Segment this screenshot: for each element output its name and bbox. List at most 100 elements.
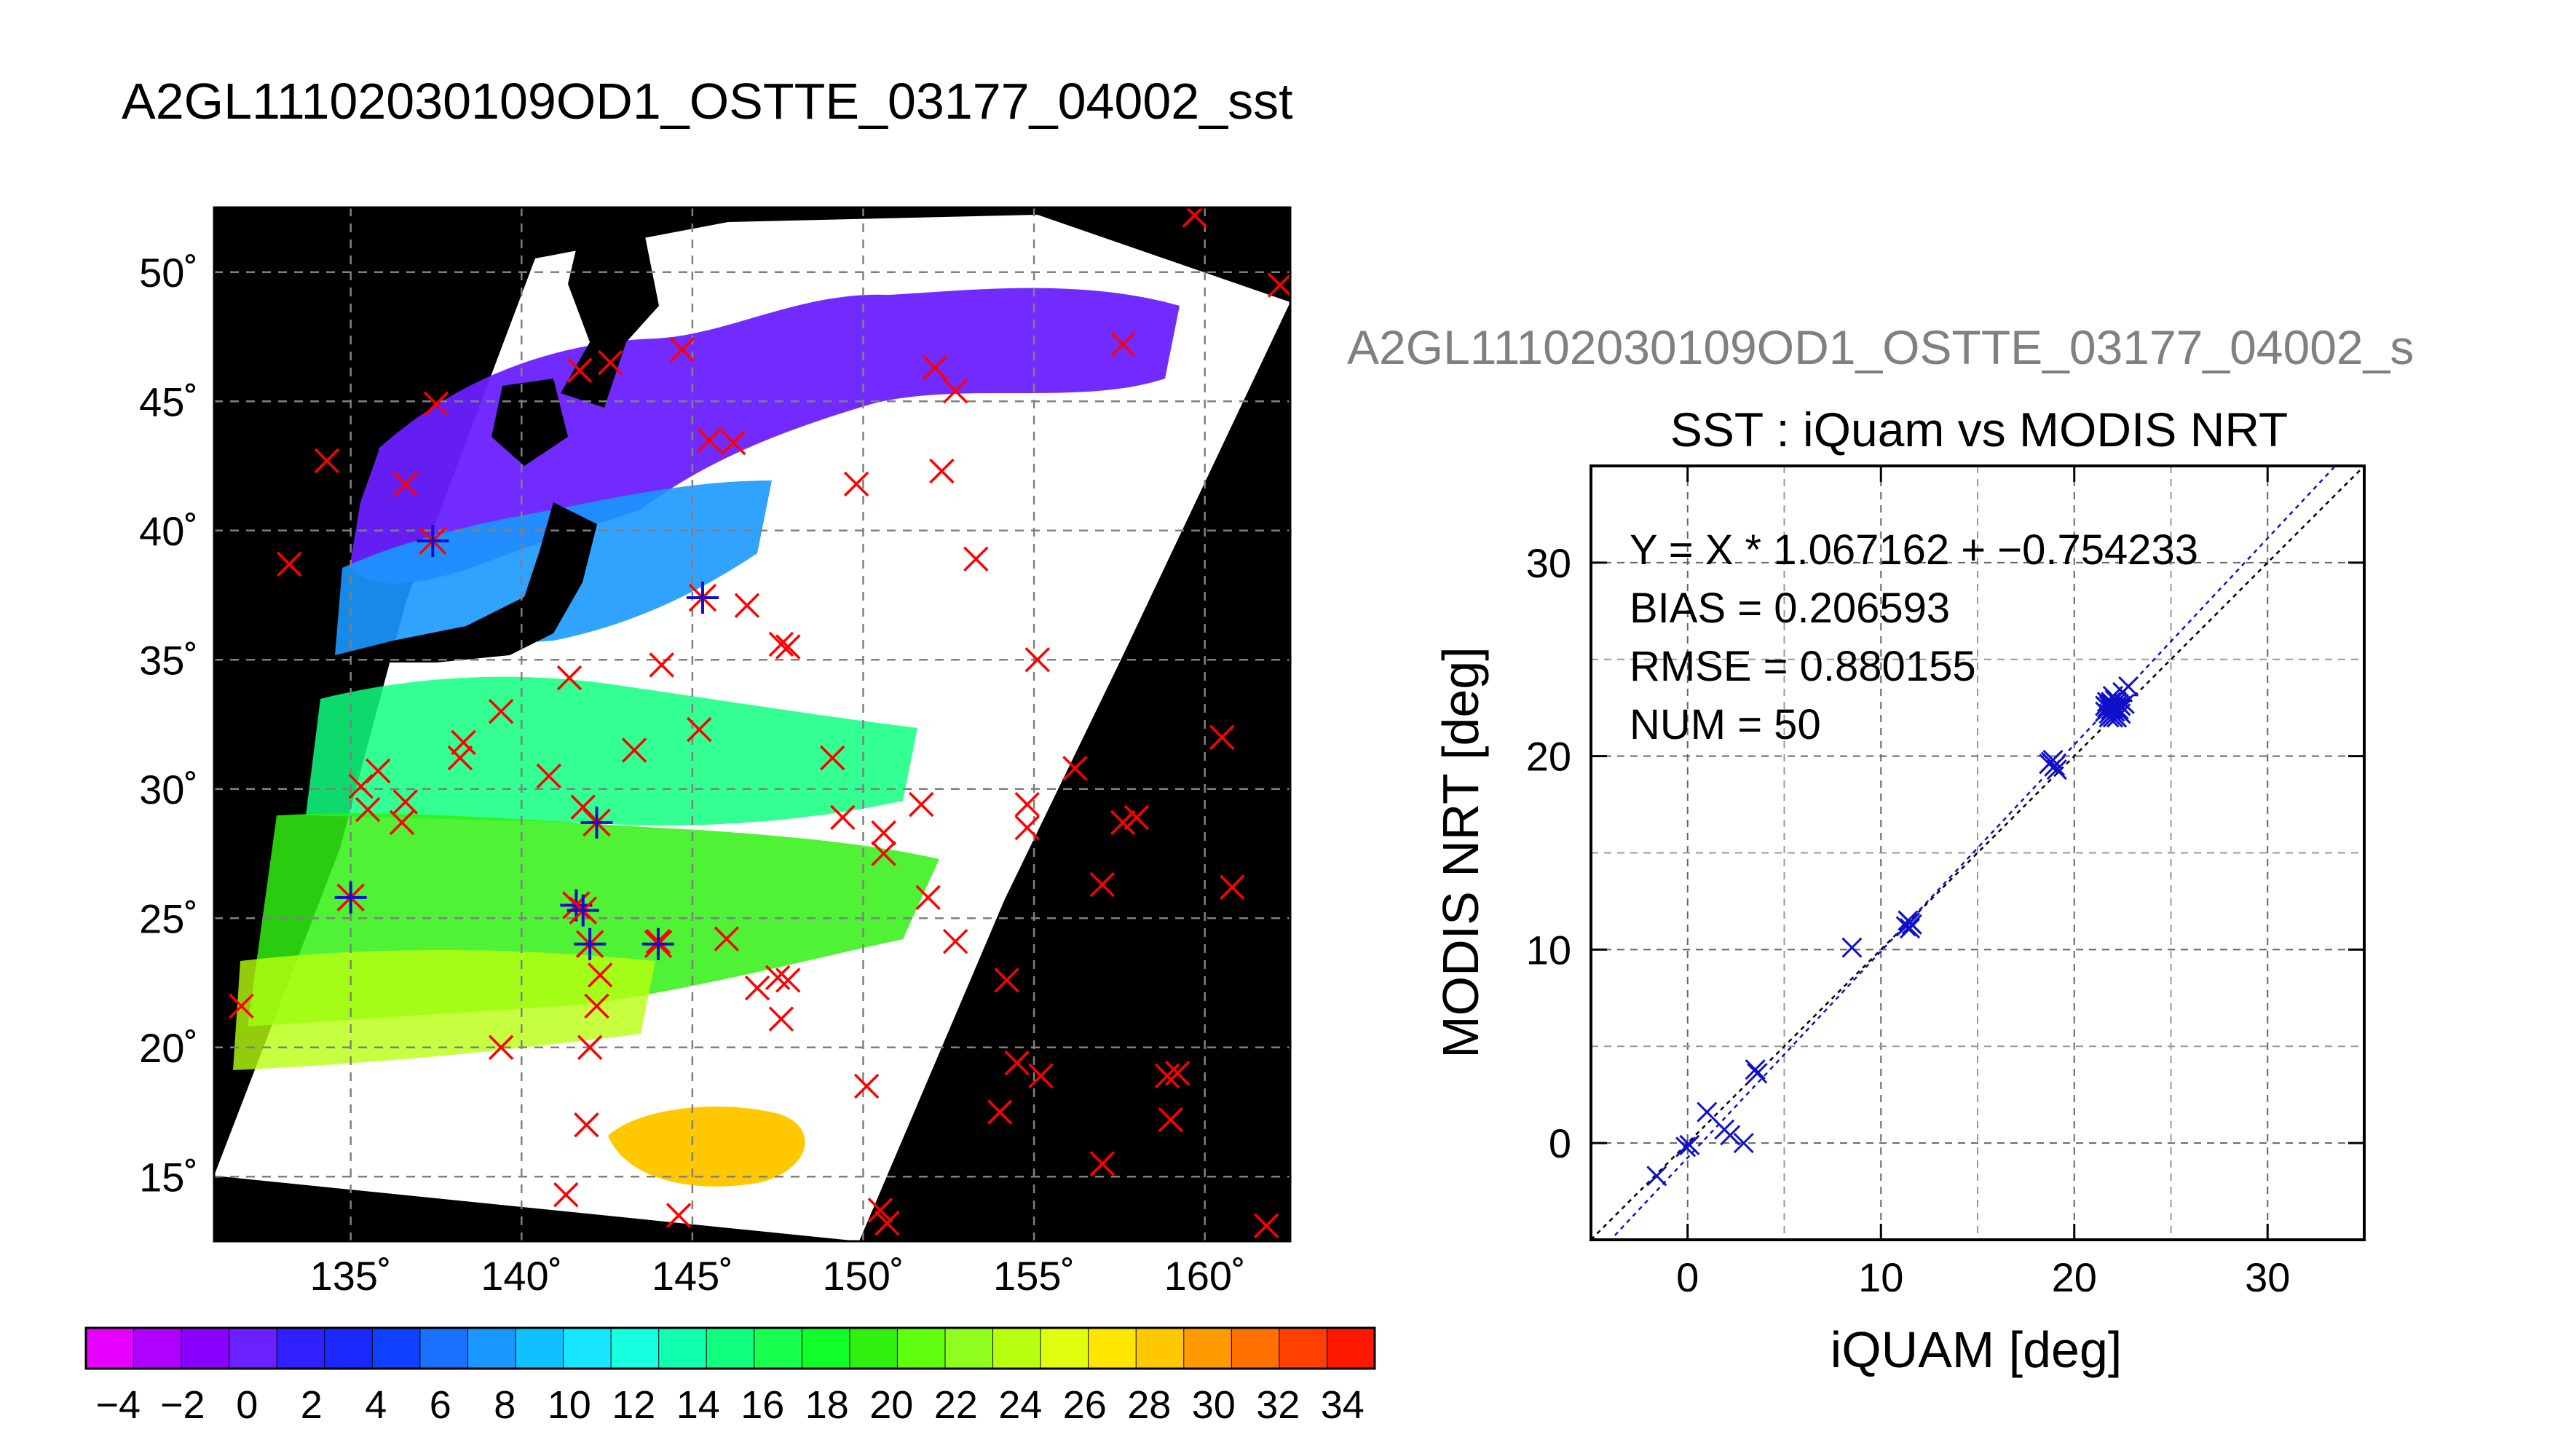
lat-tick-label: 50˚ [139, 250, 198, 296]
longitude-labels: 135˚ 140˚ 145˚ 150˚ 155˚ 160˚ [310, 1253, 1246, 1299]
colorbar-frame [84, 1326, 1376, 1370]
scatter-point [2040, 751, 2061, 772]
scatter-point [1720, 1125, 1741, 1146]
iquam-marker [765, 965, 791, 991]
iquam-marker [1024, 647, 1051, 673]
scatter-ticks: 0 10 20 30 0 10 20 30 [1526, 466, 2364, 1300]
lon-tick-label: 140˚ [481, 1253, 562, 1299]
iquam-marker [1292, 761, 1316, 785]
iquam-marker [447, 745, 473, 771]
colorbar-tick-label: −2 [160, 1383, 205, 1427]
lon-tick-label: 155˚ [993, 1253, 1075, 1299]
colorbar-cell [1279, 1328, 1327, 1369]
lon-tick-label: 135˚ [310, 1253, 392, 1299]
iquam-marker [775, 968, 801, 993]
colorbar-tick-label: 18 [805, 1383, 849, 1427]
iquam-marker [942, 378, 968, 404]
scatter-points [1646, 676, 2139, 1187]
iquam-marker [963, 546, 989, 572]
iquam-marker [669, 337, 695, 363]
land-sakhalin [561, 222, 659, 408]
iquam-marker [929, 458, 955, 484]
iquam-marker [566, 357, 593, 383]
x-tick-label: 30 [2245, 1254, 2290, 1300]
colorbar-tick-label: 28 [1127, 1383, 1171, 1427]
iquam-marker [1110, 331, 1136, 357]
iquam-marker [1028, 1063, 1054, 1089]
colorbar-cell [324, 1328, 373, 1369]
iquam-marker [871, 841, 896, 866]
sst-map: 135˚ 140˚ 145˚ 150˚ 155˚ 160˚ 15˚ 20˚ 25˚ 30˚ 35˚… [139, 206, 1316, 1299]
main-title: A2GL11102030109OD1_OSTTE_03177_04002_sst [122, 73, 1293, 130]
colorbar-tick-label: 32 [1256, 1383, 1300, 1427]
scatter-point [1697, 1101, 1718, 1123]
scatter-point [1898, 910, 1919, 931]
matched-marker [686, 582, 719, 614]
iquam-marker [229, 993, 254, 1019]
lat-tick-label: 20˚ [139, 1025, 198, 1071]
identity-line [1591, 466, 2364, 1240]
iquam-marker [570, 794, 596, 820]
iquam-marker [1062, 756, 1088, 781]
colorbar-cell [1088, 1328, 1137, 1369]
scatter-stat-line: NUM = 50 [1630, 701, 1821, 748]
scatter-figure-title: A2GL11102030109OD1_OSTTE_03177_04002_s [1347, 320, 2414, 374]
lat-tick-label: 35˚ [139, 637, 198, 683]
colorbar-cell [467, 1328, 516, 1369]
lat-tick-label: 15˚ [139, 1154, 198, 1200]
iquam-marker [874, 1210, 900, 1236]
iquam-marker [389, 810, 415, 836]
x-axis-label: iQUAM [deg] [1831, 1321, 2122, 1378]
iquam-marker [1089, 871, 1115, 898]
scatter-point [1900, 918, 1921, 939]
iquam-marker [1014, 815, 1040, 841]
colorbar-tick-label: 6 [430, 1383, 451, 1427]
scatter-stat-line: Y = X * 1.067162 + −0.754233 [1630, 526, 2198, 574]
iquam-markers [229, 207, 1316, 1238]
iquam-marker [536, 763, 562, 789]
iquam-marker [867, 1198, 893, 1223]
colorbar-cell [516, 1328, 564, 1369]
iquam-marker [1267, 272, 1290, 298]
iquam-marker [768, 1006, 794, 1032]
iquam-marker [697, 427, 722, 453]
colorbar-tick-label: 24 [998, 1383, 1042, 1427]
iquam-marker [1004, 1050, 1030, 1076]
iquam-marker [1182, 207, 1207, 228]
colorbar-labels: −4 −2 0 2 4 6 8 10 12 14 16 18 20 22 24 26 28 30 32 34 [95, 1383, 1364, 1427]
matched-marker [566, 894, 599, 927]
scatter-plot: A2GL11102030109OD1_OSTTE_03177_04002_s S… [1347, 320, 2414, 1378]
colorbar-cell [86, 1328, 135, 1369]
iquam-marker [392, 471, 418, 497]
iquam-marker [276, 551, 302, 577]
land-honshu [335, 502, 597, 677]
iquam-marker [768, 631, 794, 657]
iquam-marker [843, 471, 869, 497]
matched-marker [334, 881, 367, 914]
iquam-marker [598, 349, 623, 376]
colorbar-cell [706, 1328, 755, 1369]
scatter-point [1646, 1166, 1667, 1187]
y-tick-label: 10 [1526, 927, 1571, 973]
lat-tick-label: 40˚ [139, 508, 198, 554]
lon-tick-label: 160˚ [1164, 1253, 1246, 1299]
matched-marker [574, 927, 607, 960]
iquam-marker [1253, 1213, 1279, 1238]
iquam-marker [392, 789, 418, 815]
iquam-marker [744, 975, 770, 1001]
sst-warm-pool [608, 1107, 805, 1187]
colorbar-tick-label: 4 [365, 1383, 387, 1427]
colorbar-tick-label: 26 [1063, 1383, 1107, 1427]
iquam-marker [666, 1203, 692, 1228]
scatter-grid [1591, 466, 2364, 1240]
colorbar-cell [754, 1328, 802, 1369]
x-tick-label: 0 [1676, 1254, 1699, 1300]
matched-marker [641, 927, 674, 960]
iquam-marker [1110, 810, 1136, 836]
colorbar-cell [945, 1328, 994, 1369]
colorbar-tick-label: 8 [494, 1383, 516, 1427]
iquam-marker [775, 634, 801, 660]
colorbar-cell [133, 1328, 182, 1369]
colorbar-cell [611, 1328, 660, 1369]
scatter-point [1745, 1059, 1766, 1080]
